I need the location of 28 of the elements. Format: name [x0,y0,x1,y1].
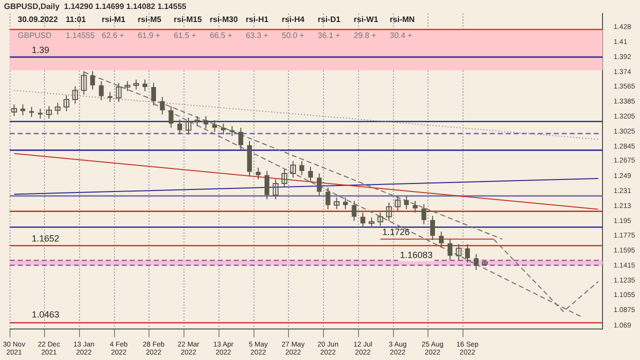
annotation: rsi-M5 [138,14,162,24]
annotation: rsi-MN [390,14,415,24]
annotation: rsi-H1 [246,14,269,24]
annotation: rsi-H4 [282,14,305,24]
annotation: rsi-M1 [102,14,126,24]
annotation: 50.0 + [282,30,305,40]
annotation: rsi-M30 [210,14,238,24]
ref-line-label: 1.39 [32,45,50,56]
annotation: 63.3 + [246,30,269,40]
annotation: 11:01 [66,14,86,24]
annotation: 30.4 + [390,30,413,40]
annotation: 29.8 + [354,30,377,40]
annotation: 62.6 + [102,30,125,40]
chart-title: GBPUSD,Daily 1.14290 1.14699 1.14082 1.14555 [4,2,187,12]
annotation: rsi-W1 [354,14,379,24]
annotation: 61.5 + [174,30,197,40]
annotation: 30.09.2022 [18,14,58,24]
series-label: 1.1726 [382,227,410,238]
annotation: 66.5 + [210,30,233,40]
annotation: 1.0463 [32,310,60,320]
annotation: 1.14555 [66,30,96,40]
annotation: 36.1 + [318,30,341,40]
ref-line-label: 1.1652 [32,234,60,244]
annotation: rsi-M15 [174,14,202,24]
annotation: rsi-D1 [318,14,341,24]
annotation: 61.9 + [138,30,161,40]
annotation: 1.16083 [400,250,433,260]
annotation: GBPUSD [18,30,52,40]
